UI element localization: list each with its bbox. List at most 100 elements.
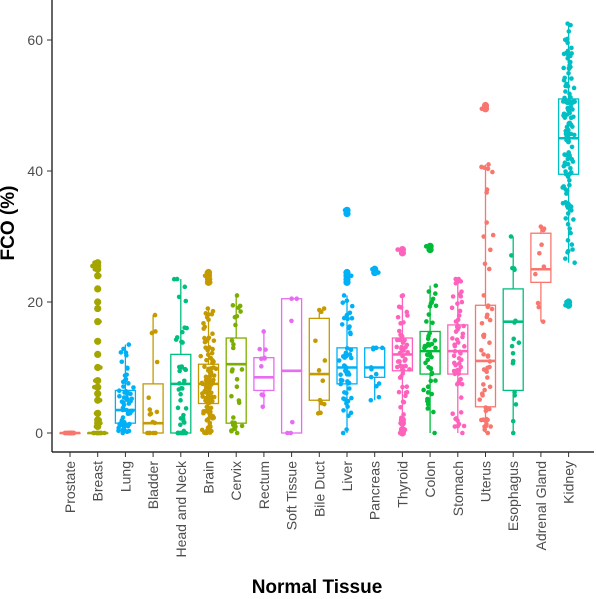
data-point [457, 308, 463, 314]
box [336, 347, 358, 385]
data-point [452, 343, 458, 349]
data-point [236, 398, 242, 403]
box-group-bile-duct [308, 306, 330, 416]
data-point [568, 230, 573, 236]
data-point [398, 405, 403, 410]
data-point [341, 293, 347, 298]
data-point [486, 162, 491, 167]
data-point [456, 367, 462, 373]
y-tick-label: 40 [27, 163, 43, 179]
data-point [569, 76, 574, 81]
data-point [202, 324, 208, 330]
data-point [121, 346, 126, 352]
box-group-rectum [253, 329, 275, 410]
data-point [126, 401, 132, 406]
data-point [561, 163, 567, 169]
x-tick-label: Rectum [256, 461, 272, 509]
data-point [153, 329, 158, 334]
plot-marks [59, 21, 580, 437]
data-point [571, 114, 576, 120]
data-point [511, 336, 517, 342]
data-point [376, 381, 382, 386]
data-point [349, 316, 355, 321]
outlier-point [94, 409, 102, 417]
data-point [321, 401, 327, 407]
outlier-point [94, 350, 102, 358]
data-point [569, 45, 574, 51]
data-point [430, 320, 435, 326]
data-point [487, 384, 493, 390]
x-tick-label: Lung [117, 461, 133, 492]
outlier-point [94, 265, 102, 273]
data-point [479, 320, 485, 326]
data-point [208, 405, 214, 411]
data-point [450, 294, 456, 299]
x-tick-label: Brain [201, 461, 217, 494]
data-point [198, 353, 204, 359]
data-point [126, 391, 131, 396]
data-point [562, 37, 568, 43]
data-point [210, 346, 215, 352]
x-tick-label: Breast [90, 461, 106, 502]
data-point [453, 329, 459, 334]
box-group-breast [87, 259, 109, 436]
data-point [433, 283, 439, 288]
data-point [425, 336, 431, 342]
box-group-colon [419, 242, 441, 436]
data-point [516, 340, 522, 346]
data-point [260, 393, 266, 398]
data-point [540, 319, 546, 324]
box [308, 317, 330, 401]
data-point [348, 355, 354, 361]
outlier-point [94, 422, 102, 431]
data-point [338, 372, 343, 377]
data-point [117, 393, 122, 399]
data-point [488, 247, 493, 253]
data-point [120, 430, 126, 436]
outlier-point [343, 278, 351, 286]
data-point [535, 300, 541, 306]
data-point [425, 401, 431, 407]
data-point [425, 396, 430, 402]
data-point [339, 322, 345, 327]
data-point [450, 411, 455, 417]
data-point [425, 406, 431, 411]
data-point [484, 314, 490, 320]
data-point [485, 375, 490, 380]
x-tick-label: Liver [339, 461, 355, 492]
data-point [421, 387, 426, 393]
data-point [124, 365, 130, 371]
data-point [508, 234, 514, 239]
outlier-point [94, 337, 102, 345]
data-point [175, 405, 181, 411]
data-point [425, 390, 431, 395]
outlier-point [94, 318, 102, 326]
data-point [431, 409, 436, 415]
data-point [347, 386, 352, 391]
data-point [154, 409, 160, 415]
data-point [182, 325, 187, 331]
data-point [209, 372, 214, 378]
data-point [479, 347, 484, 353]
data-point [344, 369, 349, 375]
x-tick-label: Colon [422, 461, 438, 498]
box-group-cervix [225, 293, 247, 436]
box [474, 304, 497, 408]
data-point [182, 284, 188, 290]
data-point [125, 423, 131, 429]
data-point [513, 402, 519, 407]
data-point [450, 336, 455, 341]
box [530, 232, 552, 284]
data-point [183, 298, 189, 304]
data-point [428, 301, 434, 306]
data-point [239, 367, 245, 372]
data-point [566, 132, 571, 138]
data-point [259, 364, 264, 369]
data-point [458, 395, 464, 400]
x-axis-title: Normal Tissue [252, 577, 383, 598]
data-point [490, 169, 495, 175]
x-tick-label: Uterus [478, 461, 494, 502]
data-point [479, 164, 484, 170]
data-point [460, 430, 465, 436]
data-point [510, 350, 516, 356]
